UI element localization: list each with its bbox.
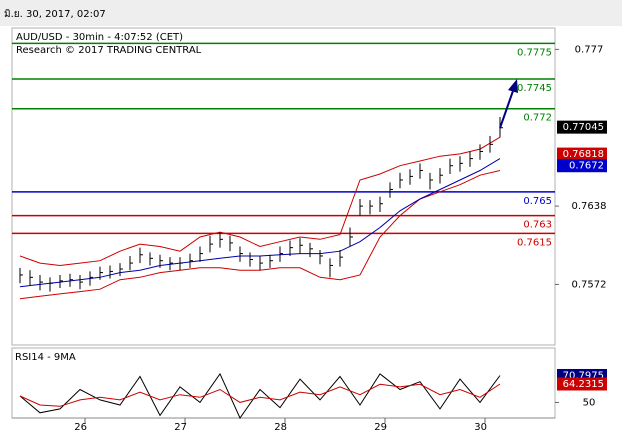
price-tag-label: 0.7672 xyxy=(569,161,604,172)
header-bar xyxy=(0,0,622,26)
x-tick-label: 29 xyxy=(374,422,387,433)
level-label: 0.7615 xyxy=(517,237,552,248)
arrow-head xyxy=(508,79,518,93)
x-tick-label: 26 xyxy=(74,422,87,433)
x-tick-label: 28 xyxy=(274,422,287,433)
price-tag xyxy=(557,377,607,391)
rsi-line xyxy=(19,372,501,420)
level-label: 0.7775 xyxy=(517,47,552,58)
y-tick-label: 0.777 xyxy=(575,44,604,55)
chart-title: AUD/USD - 30min - 4:07:52 (CET) xyxy=(16,32,183,43)
timestamp: มิ.ย. 30, 2017, 02:07 xyxy=(4,9,106,20)
level-label: 0.7745 xyxy=(517,83,552,94)
x-tick-label: 30 xyxy=(474,422,487,433)
price-tag-label: 0.76818 xyxy=(563,149,604,160)
rsi-title: RSI14 - 9MA xyxy=(15,352,76,363)
level-label: 0.772 xyxy=(523,113,552,124)
price-tag xyxy=(557,120,607,134)
y-tick-label: 0.7572 xyxy=(572,279,607,290)
price-tag xyxy=(557,147,607,161)
y-tick-label: 0.7638 xyxy=(572,201,607,212)
level-label: 0.765 xyxy=(523,196,552,207)
price-tag-label: 0.77045 xyxy=(563,122,604,133)
indicator-line xyxy=(19,136,501,267)
price-tag-label: 64.2315 xyxy=(563,379,604,390)
chart-subtitle: Research © 2017 TRADING CENTRAL xyxy=(16,45,202,56)
y-tick-label: 50 xyxy=(583,397,596,408)
level-label: 0.763 xyxy=(523,220,552,231)
x-tick-label: 27 xyxy=(174,422,187,433)
price-panel xyxy=(11,27,556,346)
price-tag-label: 70.7975 xyxy=(563,370,604,381)
price-tag xyxy=(557,159,607,173)
rsi-line xyxy=(19,383,501,407)
forecast-arrow xyxy=(499,87,515,129)
